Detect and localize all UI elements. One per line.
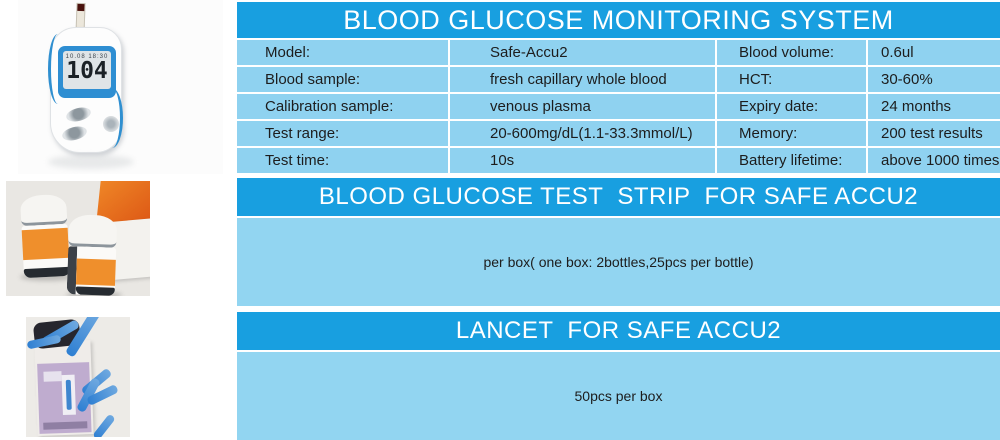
bottle-orange-label bbox=[21, 227, 70, 261]
spec-label-cell: Test range: bbox=[237, 121, 448, 146]
spec-label-cell: Blood sample: bbox=[237, 67, 448, 92]
spec-label-cell: Calibration sample: bbox=[237, 94, 448, 119]
glucose-meter-body: 10.08 18:30 104 bbox=[48, 27, 123, 153]
meter-blue-trim-left bbox=[48, 34, 68, 104]
bottle-cap bbox=[19, 193, 68, 227]
lcd-datetime-text: 10.08 18:30 bbox=[65, 54, 109, 60]
meter-screen-bezel: 10.08 18:30 104 bbox=[58, 46, 116, 98]
test-strip-tip bbox=[77, 3, 85, 12]
spec-value-cell: Safe-Accu2 bbox=[450, 40, 715, 65]
section-title-lancet: LANCET FOR SAFE ACCU2 bbox=[237, 312, 1000, 350]
meter-button-down bbox=[60, 124, 89, 143]
spec-label-cell: Battery lifetime: bbox=[717, 148, 866, 173]
bottle-shadow bbox=[20, 273, 74, 281]
spec-value-cell: 0.6ul bbox=[868, 40, 1000, 65]
section-title-test-strip: BLOOD GLUCOSE TEST STRIP FOR SAFE ACCU2 bbox=[237, 178, 1000, 216]
meter-button-power bbox=[103, 116, 119, 132]
lancet bbox=[92, 413, 116, 437]
strip-bottle-left bbox=[19, 193, 71, 279]
strip-bottle-right bbox=[66, 214, 118, 296]
lancet-vial-photo bbox=[26, 317, 130, 437]
label-text-block bbox=[43, 371, 62, 382]
lcd-glucose-reading: 104 bbox=[66, 58, 108, 84]
spec-label-cell: Memory: bbox=[717, 121, 866, 146]
meter-lcd-display: 10.08 18:30 104 bbox=[63, 51, 111, 89]
spec-label-cell: Expiry date: bbox=[717, 94, 866, 119]
label-bottom-bar bbox=[43, 421, 88, 430]
test-strip-packing-note: per box( one box: 2bottles,25pcs per bot… bbox=[237, 218, 1000, 306]
spec-label-cell: Test time: bbox=[237, 148, 448, 173]
lancet-packing-note: 50pcs per box bbox=[237, 352, 1000, 440]
meter-blue-trim-right bbox=[101, 88, 123, 148]
label-lancet-picture bbox=[61, 374, 76, 416]
section-title-monitoring-system: BLOOD GLUCOSE MONITORING SYSTEM bbox=[237, 2, 1000, 38]
spec-label-cell: Model: bbox=[237, 40, 448, 65]
bottle-base bbox=[75, 286, 115, 296]
spec-value-cell: venous plasma bbox=[450, 94, 715, 119]
spec-value-cell: above 1000 times bbox=[868, 148, 1000, 173]
meter-button-up bbox=[64, 105, 93, 124]
spec-value-cell: 10s bbox=[450, 148, 715, 173]
spec-value-cell: 30-60% bbox=[868, 67, 1000, 92]
spec-value-cell: 24 months bbox=[868, 94, 1000, 119]
spec-label-cell: Blood volume: bbox=[717, 40, 866, 65]
bottle-body bbox=[66, 246, 117, 296]
meter-reflection bbox=[48, 155, 134, 169]
bottle-body bbox=[21, 223, 71, 279]
bottle-orange-label bbox=[75, 258, 116, 286]
test-strip-bottles-photo bbox=[6, 181, 150, 296]
spec-table: Model: Safe-Accu2 Blood volume: 0.6ul Bl… bbox=[237, 40, 1000, 173]
spec-value-cell: 20-600mg/dL(1.1-33.3mmol/L) bbox=[450, 121, 715, 146]
spec-sheet: BLOOD GLUCOSE MONITORING SYSTEM Model: S… bbox=[237, 0, 1000, 440]
spec-label-cell: HCT: bbox=[717, 67, 866, 92]
spec-value-cell: 200 test results bbox=[868, 121, 1000, 146]
spec-value-cell: fresh capillary whole blood bbox=[450, 67, 715, 92]
glucose-meter-photo: 10.08 18:30 104 bbox=[18, 0, 223, 174]
bottle-cap bbox=[68, 214, 118, 248]
